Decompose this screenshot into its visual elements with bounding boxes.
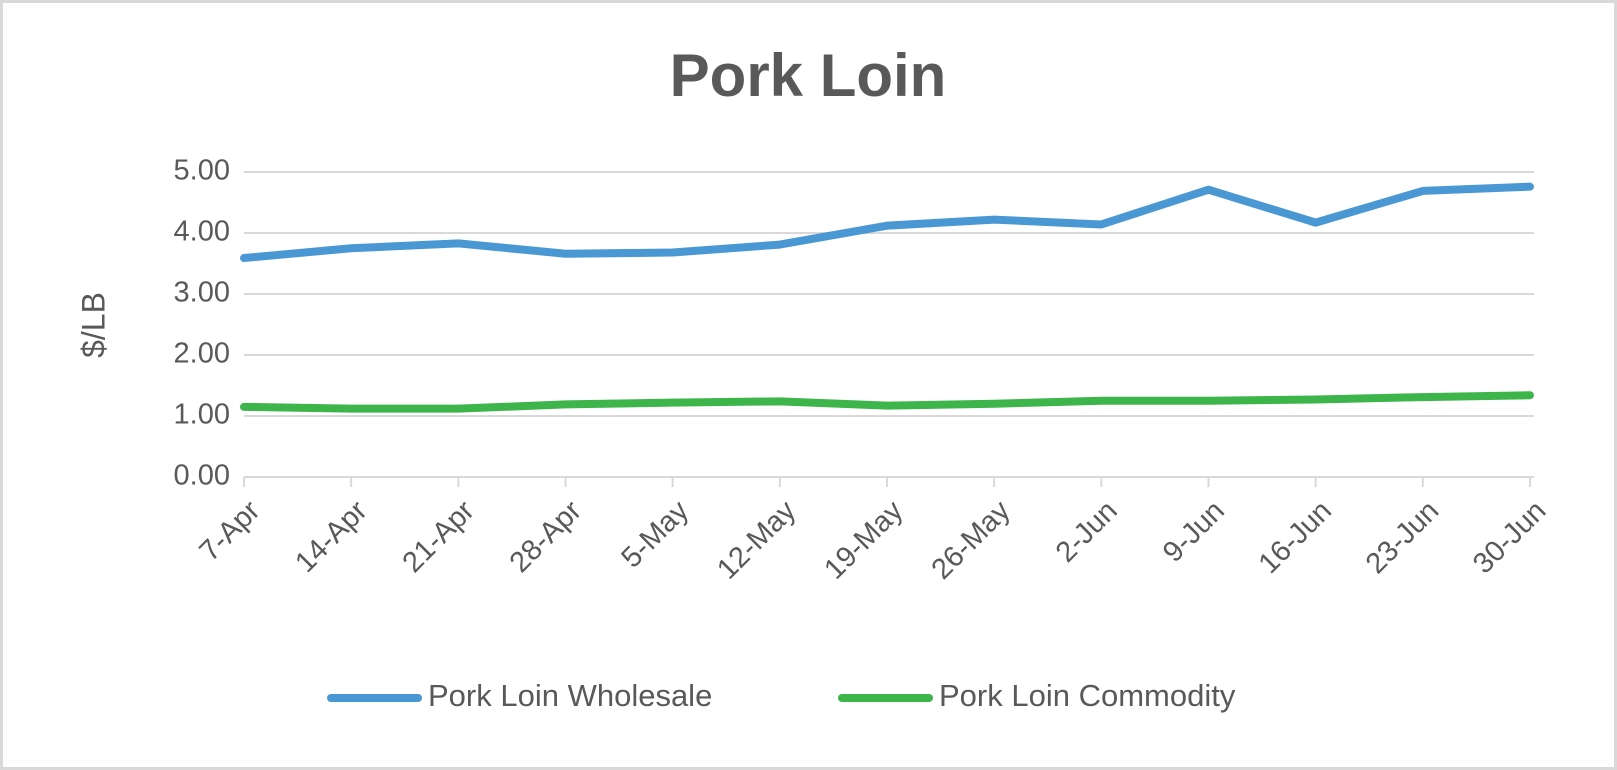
series-line xyxy=(240,391,1534,413)
y-tick-label: 0.00 xyxy=(174,460,230,492)
y-tick-label: 5.00 xyxy=(174,155,230,187)
chart-title: Pork Loin xyxy=(670,42,947,109)
legend-label: Pork Loin Commodity xyxy=(939,678,1236,713)
y-tick-label: 4.00 xyxy=(174,216,230,248)
y-tick-label: 2.00 xyxy=(174,338,230,370)
y-tick-label: 3.00 xyxy=(174,277,230,309)
y-tick-label: 1.00 xyxy=(174,399,230,431)
legend-label: Pork Loin Wholesale xyxy=(428,678,712,713)
series-line xyxy=(240,182,1534,263)
y-axis-label: $/LB xyxy=(75,292,111,358)
